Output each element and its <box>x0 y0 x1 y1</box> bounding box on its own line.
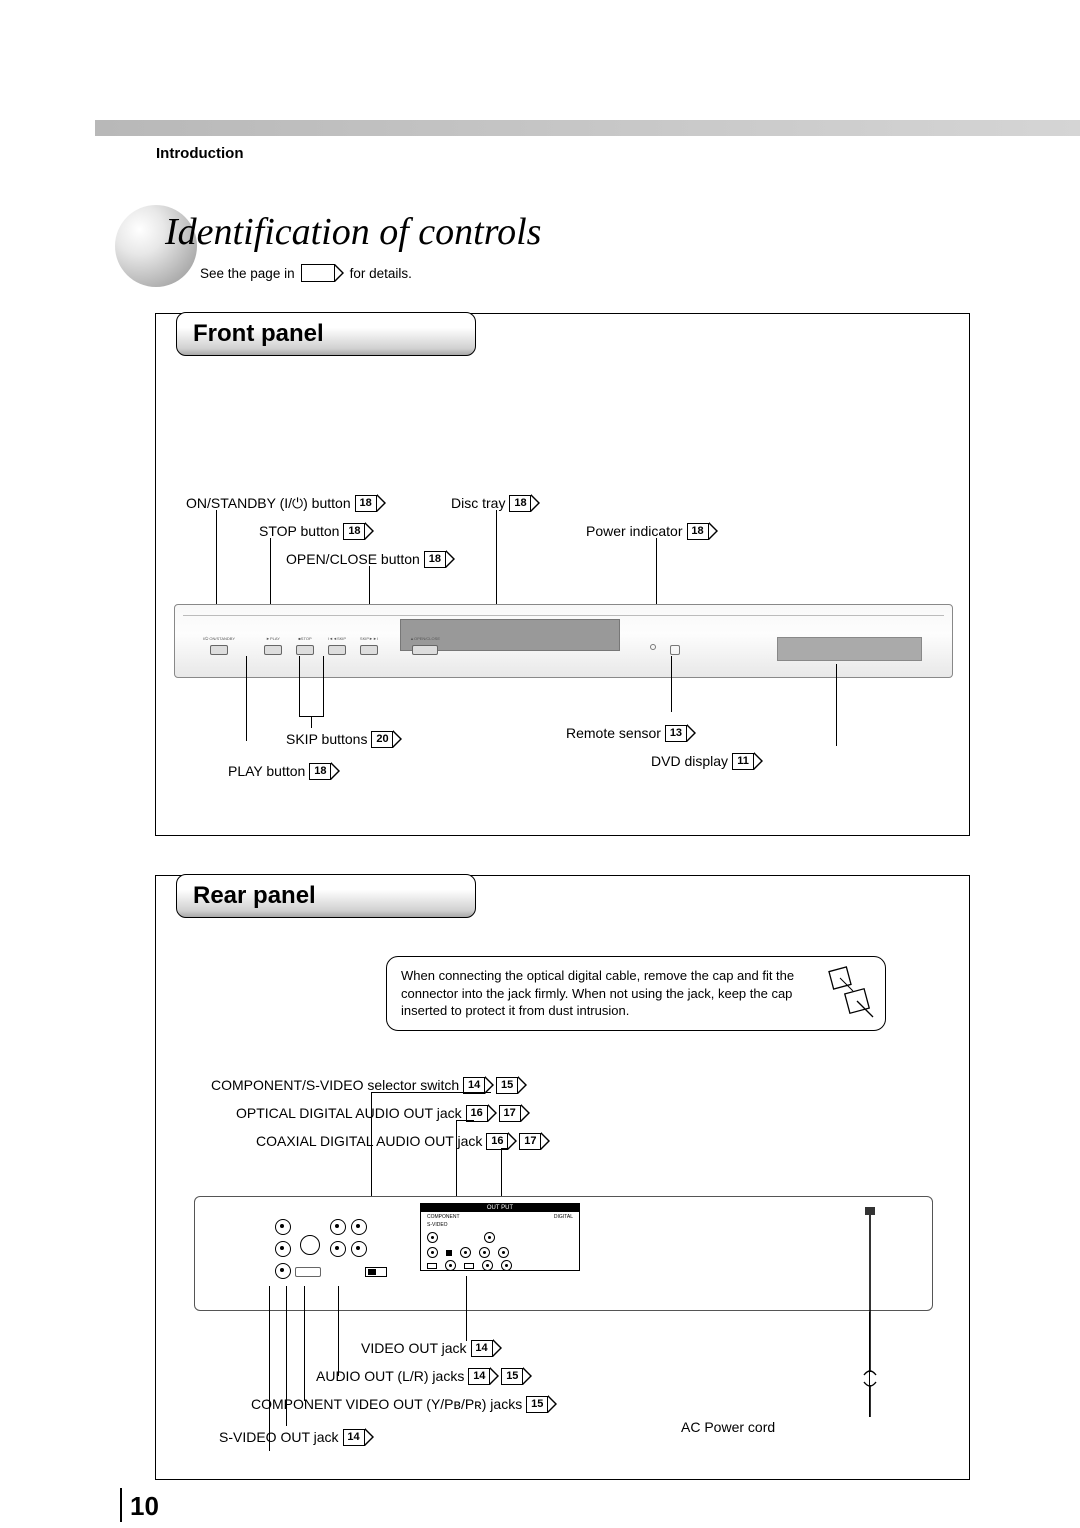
leader-line <box>456 1120 474 1121</box>
page-title: Identification of controls <box>165 210 541 254</box>
output-label-box: OUT PUT COMPONENT DIGITAL S-VIDEO <box>420 1203 580 1271</box>
leader-line <box>323 656 324 716</box>
front-buttons-row: I/⏻ ON/STANDBY ►PLAY ■STOP I◄◄SKIP SKIP►… <box>210 645 438 655</box>
leader-line <box>466 1276 467 1341</box>
leader-line <box>496 510 497 616</box>
callout-power-indicator: Power indicator 18 <box>586 522 718 540</box>
leader-line <box>836 664 837 746</box>
front-panel-tab: Front panel <box>176 312 476 356</box>
skip-fwd-btn-graphic: SKIP►►I <box>360 645 378 655</box>
callout-open-close: OPEN/CLOSE button 18 <box>286 550 455 568</box>
section-label: Introduction <box>156 145 243 162</box>
leader-line <box>869 1312 870 1417</box>
open-close-btn-graphic: ▲OPEN/CLOSE <box>412 645 438 655</box>
leader-line <box>371 1092 491 1093</box>
page-number-rule <box>120 1488 122 1522</box>
leader-line <box>299 656 300 716</box>
callout-video-out: VIDEO OUT jack 14 <box>361 1339 502 1357</box>
callout-ac-power: AC Power cord <box>681 1419 775 1435</box>
rear-panel-tab: Rear panel <box>176 874 476 918</box>
callout-component: COMPONENT VIDEO OUT (Y/Pʙ/Pʀ) jacks 15 <box>251 1395 557 1413</box>
audio-jacks <box>330 1219 367 1257</box>
callout-remote-sensor: Remote sensor 13 <box>566 724 696 742</box>
svideo-plate <box>295 1267 321 1277</box>
callout-skip: SKIP buttons 20 <box>286 730 402 748</box>
leader-line <box>311 716 312 728</box>
power-led-graphic <box>650 644 656 650</box>
front-panel-box: Front panel ON/STANDBY (I/⏻) button 18 S… <box>155 313 970 836</box>
optical-note-box: When connecting the optical digital cabl… <box>386 956 886 1031</box>
page-ref-blank <box>301 264 344 282</box>
selector-switch <box>365 1267 387 1277</box>
optical-note-text: When connecting the optical digital cabl… <box>401 968 794 1018</box>
callout-optical: OPTICAL DIGITAL AUDIO OUT jack 16 17 <box>236 1104 530 1122</box>
on-standby-btn-graphic: I/⏻ ON/STANDBY <box>210 645 228 655</box>
rear-panel-box: Rear panel When connecting the optical d… <box>155 875 970 1480</box>
see-page-suffix: for details. <box>350 266 412 281</box>
ac-power-cord-graphic <box>863 1207 877 1417</box>
callout-audio-out: AUDIO OUT (L/R) jacks 14 15 <box>316 1367 532 1385</box>
page-number: 10 <box>130 1491 159 1522</box>
callout-svideo: S-VIDEO OUT jack 14 <box>219 1428 374 1446</box>
stop-btn-graphic: ■STOP <box>296 645 314 655</box>
leader-line <box>269 1286 270 1451</box>
leader-line <box>304 1286 305 1401</box>
svideo-jack <box>300 1235 320 1255</box>
header-band <box>95 120 1080 136</box>
callout-stop: STOP button 18 <box>259 522 374 540</box>
see-page-prefix: See the page in <box>200 266 295 281</box>
skip-back-btn-graphic: I◄◄SKIP <box>328 645 346 655</box>
component-jacks <box>275 1219 291 1279</box>
callout-dvd-display: DVD display 11 <box>651 752 763 770</box>
dvd-display-graphic <box>777 637 922 661</box>
remote-sensor-graphic <box>670 645 680 655</box>
leader-line <box>501 1148 509 1149</box>
leader-line <box>671 656 672 712</box>
see-page-note: See the page in for details. <box>200 264 412 282</box>
optical-cable-icon <box>825 965 875 1025</box>
leader-line <box>338 1286 339 1376</box>
callout-play: PLAY button 18 <box>228 762 340 780</box>
leader-line <box>246 656 247 741</box>
play-btn-graphic: ►PLAY <box>264 645 282 655</box>
